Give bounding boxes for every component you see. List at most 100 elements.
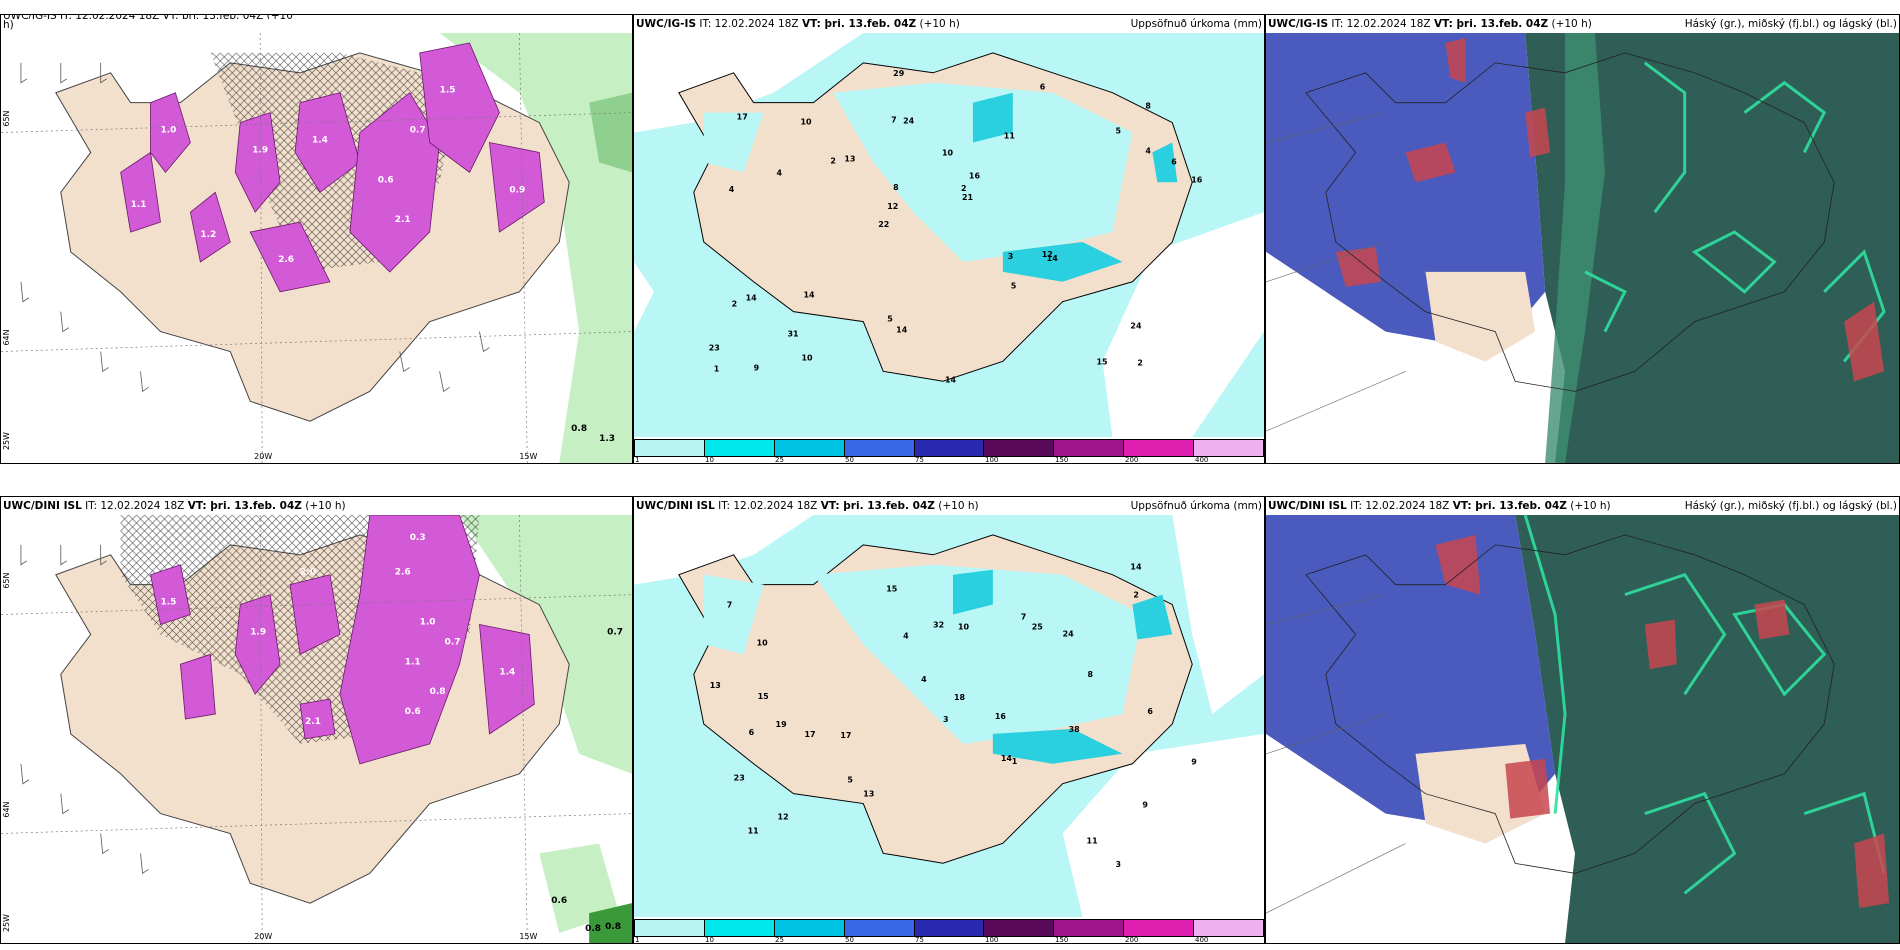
precip-value: 16 <box>969 171 981 180</box>
colorbar-label: 400 <box>1194 456 1209 464</box>
precip-value: 10 <box>757 638 769 647</box>
init-time: IT: 12.02.2024 18Z <box>85 500 185 512</box>
colorbar-swatch <box>844 440 915 456</box>
precip-value: 2 <box>1133 591 1139 600</box>
precip-value: 1.4 <box>499 667 515 677</box>
precip-value: 16 <box>995 712 1007 721</box>
precip-value: 17 <box>840 731 851 740</box>
precip-value: 29 <box>893 69 905 78</box>
precip-value: 1.1 <box>131 200 147 210</box>
precip-value: 7 <box>727 601 733 610</box>
header-text: UWC/IG-IS IT: 12.02.2024 18Z VT: þri. 13… <box>3 14 293 22</box>
field-title: Uppsöfnuð úrkoma (mm) <box>1130 500 1262 512</box>
map-wind-snow: 65N 64N 25W 20W 15W 1.0 1.9 1.4 0.6 2.1 … <box>1 33 632 463</box>
lead-time: (+10 h) <box>1551 18 1592 30</box>
header-text-2: h) <box>3 19 14 31</box>
precip-value: 10 <box>942 148 954 157</box>
init-time: IT: 12.02.2024 18Z <box>1331 18 1431 30</box>
panel-header: UWC/DINI ISL IT: 12.02.2024 18Z VT: þri.… <box>1 497 632 515</box>
colorbar-label: 50 <box>845 456 854 464</box>
precip-value: 1.0 <box>420 617 436 627</box>
precip-value: 5 <box>887 315 893 324</box>
model-name: UWC/IG-IS <box>636 18 697 30</box>
precip-value: 0.8 <box>430 687 446 697</box>
precip-value: 7 <box>1021 612 1027 621</box>
precip-value: 15 <box>1097 357 1108 366</box>
valid-time: VT: þri. 13.feb. 04Z <box>187 500 302 512</box>
precip-value: 0.7 <box>607 627 623 637</box>
precip-value: 14 <box>945 375 957 384</box>
colorbar-label: 100 <box>985 936 999 944</box>
colorbar-swatch <box>1054 440 1125 456</box>
precip-value: 18 <box>954 693 966 702</box>
precip-value: 11 <box>1004 131 1015 140</box>
valid-time: VT: þri. 13.feb. 04Z <box>820 500 935 512</box>
precip-value: 5 <box>1115 127 1121 136</box>
colorbar-swatches <box>634 919 1264 937</box>
precip-value: 0.9 <box>509 185 525 195</box>
precip-value: 24 <box>1063 629 1075 638</box>
panel-top-left: UWC/IG-IS IT: 12.02.2024 18Z VT: þri. 13… <box>0 14 633 464</box>
precip-value: 2.6 <box>395 568 411 578</box>
precip-value: 6 <box>1040 83 1046 92</box>
precip-value: 17 <box>737 113 748 122</box>
colorbar-label: 75 <box>914 936 924 944</box>
colorbar-label: 10 <box>704 936 714 944</box>
precip-value: 1.2 <box>200 230 216 240</box>
precip-value: 15 <box>758 692 769 701</box>
colorbar-label: 1 <box>635 456 640 464</box>
precip-value: 21 <box>962 193 973 202</box>
precip-value: 2 <box>961 184 967 193</box>
colorbar-swatch <box>635 920 705 936</box>
precip-value: 14 <box>746 294 758 303</box>
colorbar-swatch <box>984 440 1055 456</box>
panel-bot-left: UWC/DINI ISL IT: 12.02.2024 18Z VT: þri.… <box>0 496 633 944</box>
precip-value: 6 <box>1171 157 1177 166</box>
colorbar-swatch <box>914 920 985 936</box>
precip-value: 2.6 <box>278 255 294 265</box>
colorbar-swatch <box>704 440 775 456</box>
precip-value: 1.3 <box>599 434 615 444</box>
precip-value: 1.9 <box>250 627 266 637</box>
colorbar-label: 25 <box>774 936 784 944</box>
precip-value: 0.6 <box>405 707 421 717</box>
colorbar-label: 25 <box>774 456 784 464</box>
precip-value: 12 <box>1042 250 1053 259</box>
colorbar-label: 150 <box>1055 456 1069 464</box>
lon-label: 20W <box>254 452 272 461</box>
precip-value: 24 <box>1130 322 1142 331</box>
panel-bot-mid: UWC/DINI ISL IT: 12.02.2024 18Z VT: þri.… <box>633 496 1265 944</box>
valid-time: VT: þri. 13.feb. 04Z <box>801 18 917 30</box>
precip-value: 1.1 <box>405 657 421 667</box>
precip-value: 23 <box>734 774 745 783</box>
precip-value: 24 <box>903 117 915 126</box>
panel-header-2: h) <box>1 19 632 31</box>
valid-time: VT: þri. 13.feb. 04Z <box>1433 18 1549 30</box>
colorbar-label: 100 <box>985 456 999 464</box>
panel-header: UWC/DINI ISL IT: 12.02.2024 18Z VT: þri.… <box>1266 497 1899 515</box>
lon-label: 25W <box>2 432 11 450</box>
model-name: UWC/IG-IS <box>1268 18 1329 30</box>
map-accum-precip: 3 19 14 7 9 10 12 17 24 32 25 11 13 15 16 23 38 18 13 11 14 1… <box>634 515 1264 917</box>
colorbar: 1 10 25 50 75 100 150 200 400 <box>634 437 1264 463</box>
colorbar-label: 50 <box>845 936 854 944</box>
colorbar-swatch <box>844 920 915 936</box>
precip-value: 1 <box>1012 757 1018 766</box>
colorbar-swatch <box>704 920 775 936</box>
colorbar-labels: 1 10 25 50 75 100 150 200 400 <box>634 456 1264 464</box>
precip-value: 0.6 <box>378 175 394 185</box>
precip-value: 4 <box>729 185 735 194</box>
colorbar-label: 200 <box>1125 936 1139 944</box>
precip-value: 14 <box>803 291 815 300</box>
precip-value: 38 <box>1069 725 1081 734</box>
precip-value: 8 <box>1145 102 1151 111</box>
panel-header: UWC/IG-IS IT: 12.02.2024 18Z VT: þri. 13… <box>1266 15 1899 33</box>
model-name: UWC/DINI ISL <box>3 500 82 512</box>
precip-value: 1.4 <box>312 135 328 145</box>
precip-value: 0.7 <box>445 637 461 647</box>
colorbar-swatch <box>1194 440 1264 456</box>
lon-label: 20W <box>254 932 272 941</box>
precip-value: 3 <box>1008 252 1014 261</box>
precip-value: 0.8 <box>585 924 601 934</box>
colorbar-swatch <box>774 440 845 456</box>
